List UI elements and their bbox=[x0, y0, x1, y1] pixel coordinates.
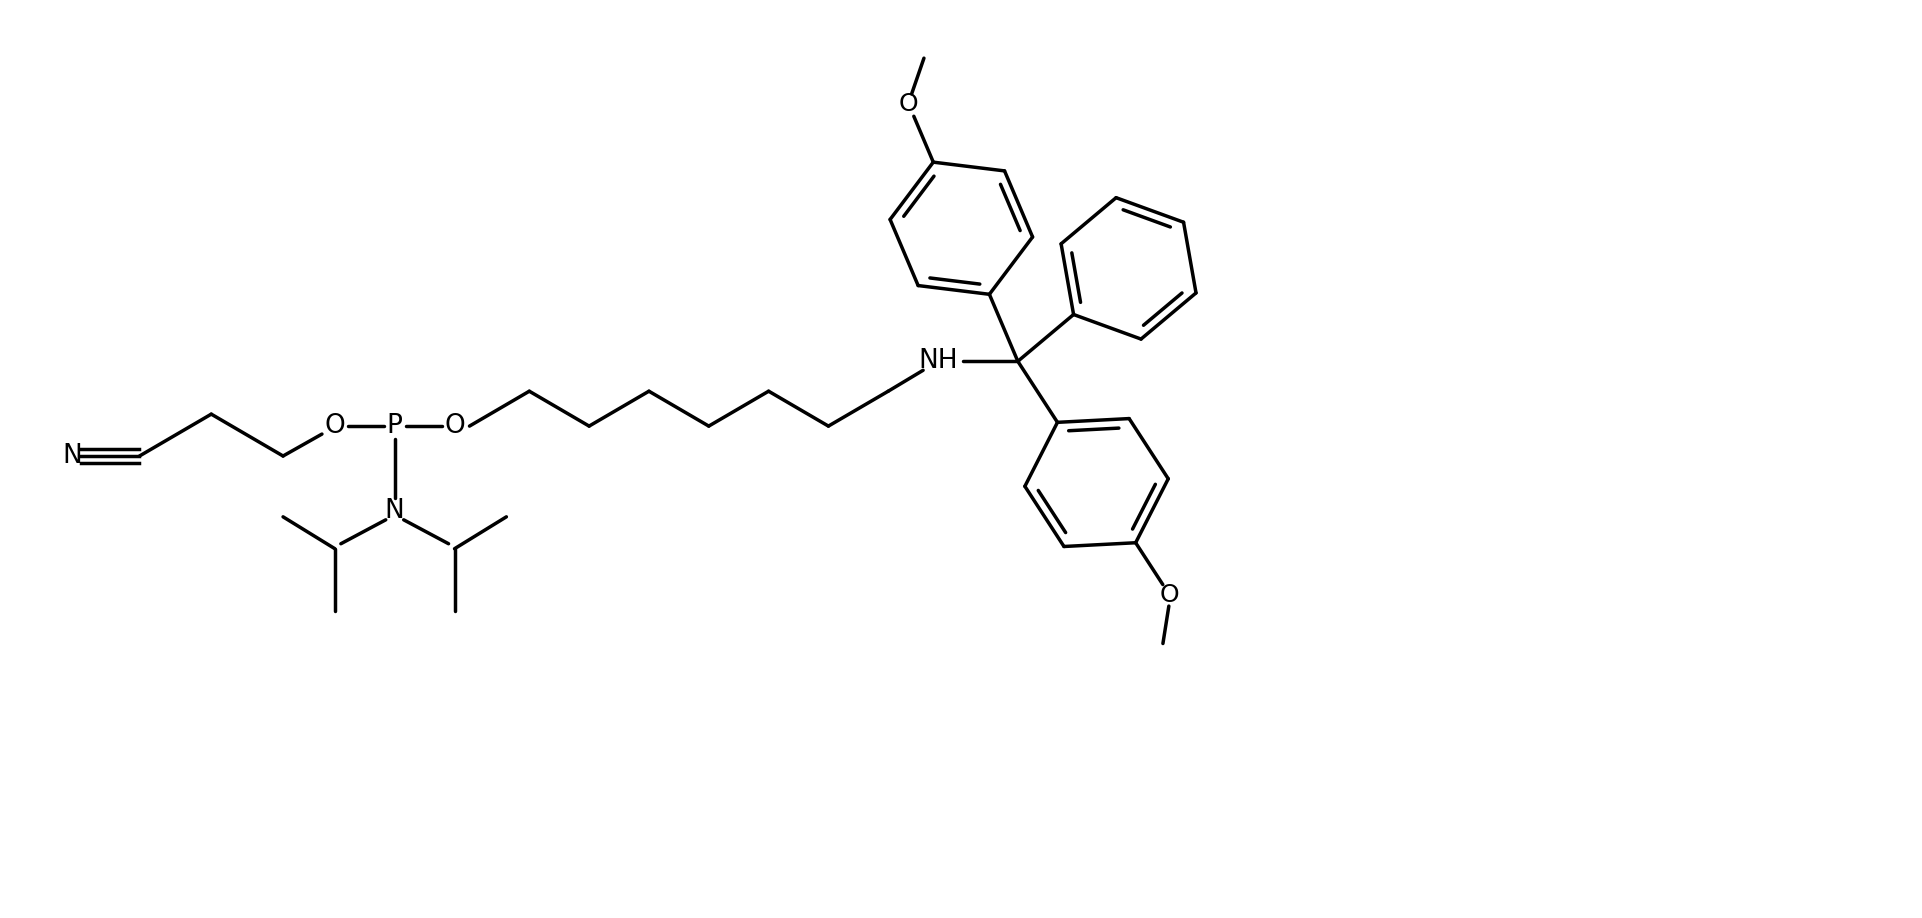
Text: N: N bbox=[384, 498, 406, 524]
Text: NH: NH bbox=[919, 348, 957, 375]
Text: O: O bbox=[1161, 584, 1180, 608]
Text: O: O bbox=[444, 413, 465, 439]
Text: O: O bbox=[899, 93, 919, 117]
Text: N: N bbox=[63, 443, 83, 469]
Text: O: O bbox=[325, 413, 346, 439]
Text: P: P bbox=[386, 413, 402, 439]
